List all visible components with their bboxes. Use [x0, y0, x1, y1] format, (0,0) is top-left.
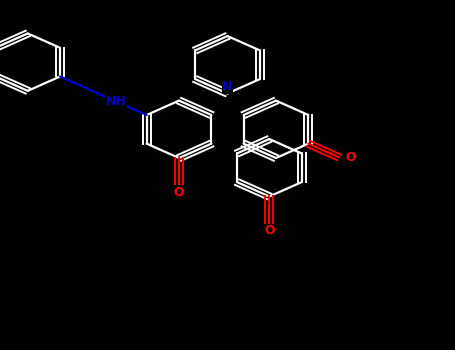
Text: O: O	[345, 151, 356, 164]
Text: O: O	[264, 224, 275, 237]
Text: O: O	[174, 186, 184, 199]
Text: N: N	[222, 80, 233, 93]
Text: NH: NH	[106, 95, 126, 108]
